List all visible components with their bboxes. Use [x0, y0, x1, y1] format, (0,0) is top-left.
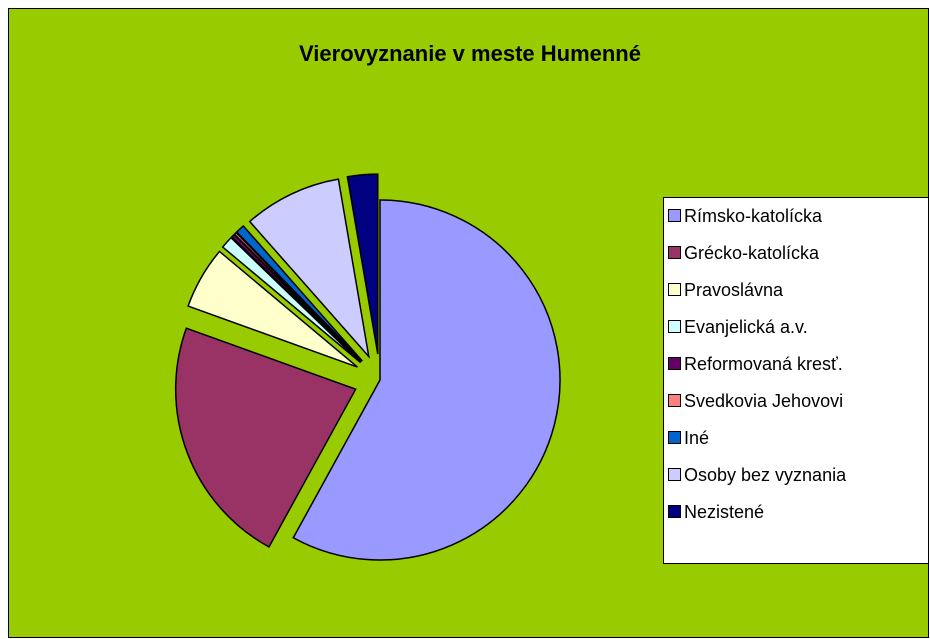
legend-swatch [668, 431, 681, 444]
legend-label: Pravoslávna [684, 280, 784, 300]
pie-slice [235, 224, 363, 362]
legend-swatch [668, 357, 681, 370]
legend-swatch [668, 209, 681, 222]
legend-label: Osoby bez vyznania [684, 465, 847, 485]
pie-slice [233, 231, 363, 363]
legend-label: Reformovaná kresť. [684, 354, 843, 374]
legend-label: Grécko-katolícka [684, 243, 820, 263]
legend-label: Svedkovia Jehovovi [684, 391, 843, 411]
pie-slice [346, 173, 379, 355]
legend-swatch [668, 394, 681, 407]
legend-swatch [668, 283, 681, 296]
chart-title: Vierovyznanie v meste Humenné [299, 41, 641, 66]
legend-label: Iné [684, 428, 709, 448]
legend-label: Nezistené [684, 502, 764, 522]
legend-swatch [668, 246, 681, 259]
pie-slice [221, 236, 362, 364]
legend-swatch [668, 468, 681, 481]
pie-slice [248, 178, 370, 360]
pie-slice [292, 199, 561, 561]
pie-slice [187, 250, 358, 368]
legend-swatch [668, 320, 681, 333]
legend-swatch [668, 505, 681, 518]
legend-label: Rímsko-katolícka [684, 206, 823, 226]
pie-slice [174, 327, 357, 548]
legend [663, 197, 929, 564]
legend-label: Evanjelická a.v. [684, 317, 808, 337]
